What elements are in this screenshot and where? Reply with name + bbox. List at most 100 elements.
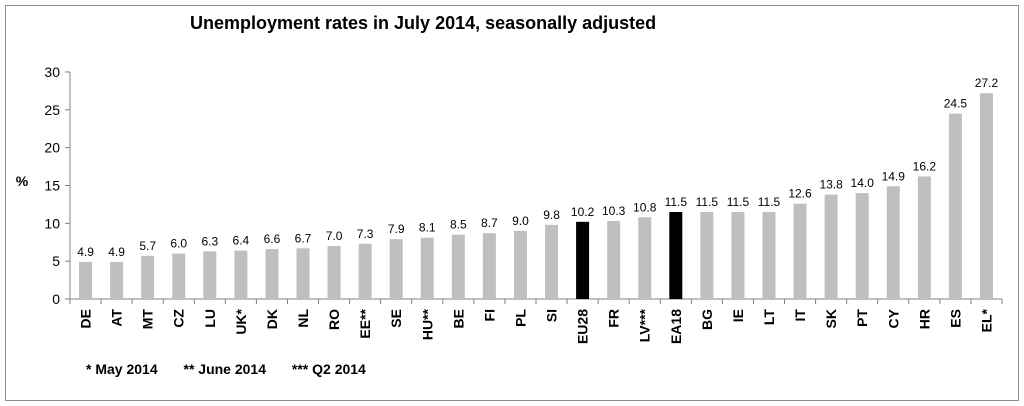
bar: [451, 234, 465, 299]
chart-frame: [5, 5, 1019, 401]
bar: [638, 217, 652, 299]
bar: [917, 176, 931, 299]
category-label: EE**: [357, 308, 373, 338]
y-axis-label: %: [16, 173, 29, 189]
bar: [700, 211, 714, 299]
y-tick-label: 15: [44, 178, 60, 194]
bar: [731, 211, 745, 299]
category-label: EU28: [575, 309, 591, 344]
data-label: 7.3: [357, 227, 374, 241]
category-label: UK*: [233, 308, 249, 334]
data-label: 6.0: [170, 237, 187, 251]
bar: [855, 193, 869, 299]
footnotes: * May 2014 ** June 2014 *** Q2 2014: [86, 361, 388, 377]
data-label: 6.3: [201, 234, 218, 248]
category-label: FR: [606, 309, 622, 328]
bar: [482, 233, 496, 299]
category-label: NL: [295, 309, 311, 328]
data-label: 12.6: [788, 187, 812, 201]
y-tick-label: 10: [44, 215, 60, 231]
category-label: RO: [326, 309, 342, 330]
data-label: 6.6: [264, 232, 281, 246]
footnote-q2: *** Q2 2014: [291, 361, 366, 377]
data-label: 5.7: [139, 239, 156, 253]
bar: [358, 243, 372, 299]
category-label: BE: [450, 309, 466, 328]
data-label: 7.0: [326, 229, 343, 243]
y-tick-label: 20: [44, 140, 60, 156]
data-label: 4.9: [77, 245, 94, 259]
data-label: 10.2: [571, 205, 595, 219]
bar: [513, 230, 527, 299]
data-label: 8.7: [481, 216, 498, 230]
data-label: 4.9: [108, 245, 125, 259]
data-label: 27.2: [975, 76, 999, 90]
data-label: 11.5: [727, 195, 750, 209]
category-label: EL*: [978, 308, 994, 332]
category-label: SK: [823, 309, 839, 328]
data-label: 11.5: [696, 195, 719, 209]
category-label: AT: [109, 309, 125, 327]
data-label: 13.8: [819, 178, 843, 192]
category-label: CY: [885, 308, 901, 328]
data-label: 11.5: [758, 195, 781, 209]
footnote-june: ** June 2014: [183, 361, 267, 377]
category-label: HR: [916, 309, 932, 329]
bar: [327, 246, 341, 299]
footnote-may: * May 2014: [86, 361, 158, 377]
bar: [110, 261, 124, 299]
bar: [234, 250, 248, 299]
bar: [172, 253, 186, 299]
category-label: CZ: [171, 309, 187, 328]
category-label: LV***: [637, 308, 653, 342]
category-label: PT: [854, 309, 870, 327]
bar: [265, 249, 279, 299]
bar: [607, 221, 621, 299]
data-label: 10.3: [602, 204, 626, 218]
y-tick-label: 25: [44, 102, 60, 118]
data-label: 6.7: [295, 231, 312, 245]
bar: [824, 194, 838, 299]
data-label: 7.9: [388, 222, 405, 236]
bar: [669, 211, 683, 299]
data-label: 8.1: [419, 221, 436, 235]
bar: [948, 113, 962, 299]
category-label: HU**: [419, 308, 435, 340]
category-label: LT: [761, 309, 777, 326]
data-label: 9.8: [543, 208, 560, 222]
bar: [420, 237, 434, 299]
data-label: 10.8: [633, 200, 657, 214]
bar: [296, 248, 310, 299]
category-label: LU: [202, 309, 218, 328]
bar: [203, 251, 217, 299]
category-label: DK: [264, 309, 280, 329]
bar: [793, 203, 807, 299]
bar: [141, 255, 155, 299]
category-label: EA18: [668, 309, 684, 344]
data-label: 24.5: [944, 97, 968, 111]
bar: [545, 224, 559, 299]
category-label: IE: [730, 309, 746, 322]
category-label: MT: [140, 309, 156, 330]
bar: [979, 93, 993, 299]
category-label: DE: [78, 309, 94, 328]
data-label: 16.2: [913, 159, 937, 173]
bar: [389, 239, 403, 299]
y-tick-label: 30: [44, 64, 60, 80]
data-label: 14.0: [851, 176, 875, 190]
data-label: 11.5: [665, 195, 688, 209]
bar: [79, 261, 93, 299]
category-label: BG: [699, 309, 715, 330]
data-label: 14.9: [882, 169, 906, 183]
category-label: FI: [481, 309, 497, 321]
category-label: PL: [512, 309, 528, 327]
chart-title: Unemployment rates in July 2014, seasona…: [190, 13, 657, 33]
data-label: 9.0: [512, 214, 529, 228]
y-tick-label: 5: [52, 253, 60, 269]
y-tick-label: 0: [52, 291, 60, 307]
category-label: ES: [947, 309, 963, 328]
data-label: 6.4: [233, 234, 250, 248]
bar: [886, 186, 900, 299]
category-label: SI: [544, 309, 560, 322]
